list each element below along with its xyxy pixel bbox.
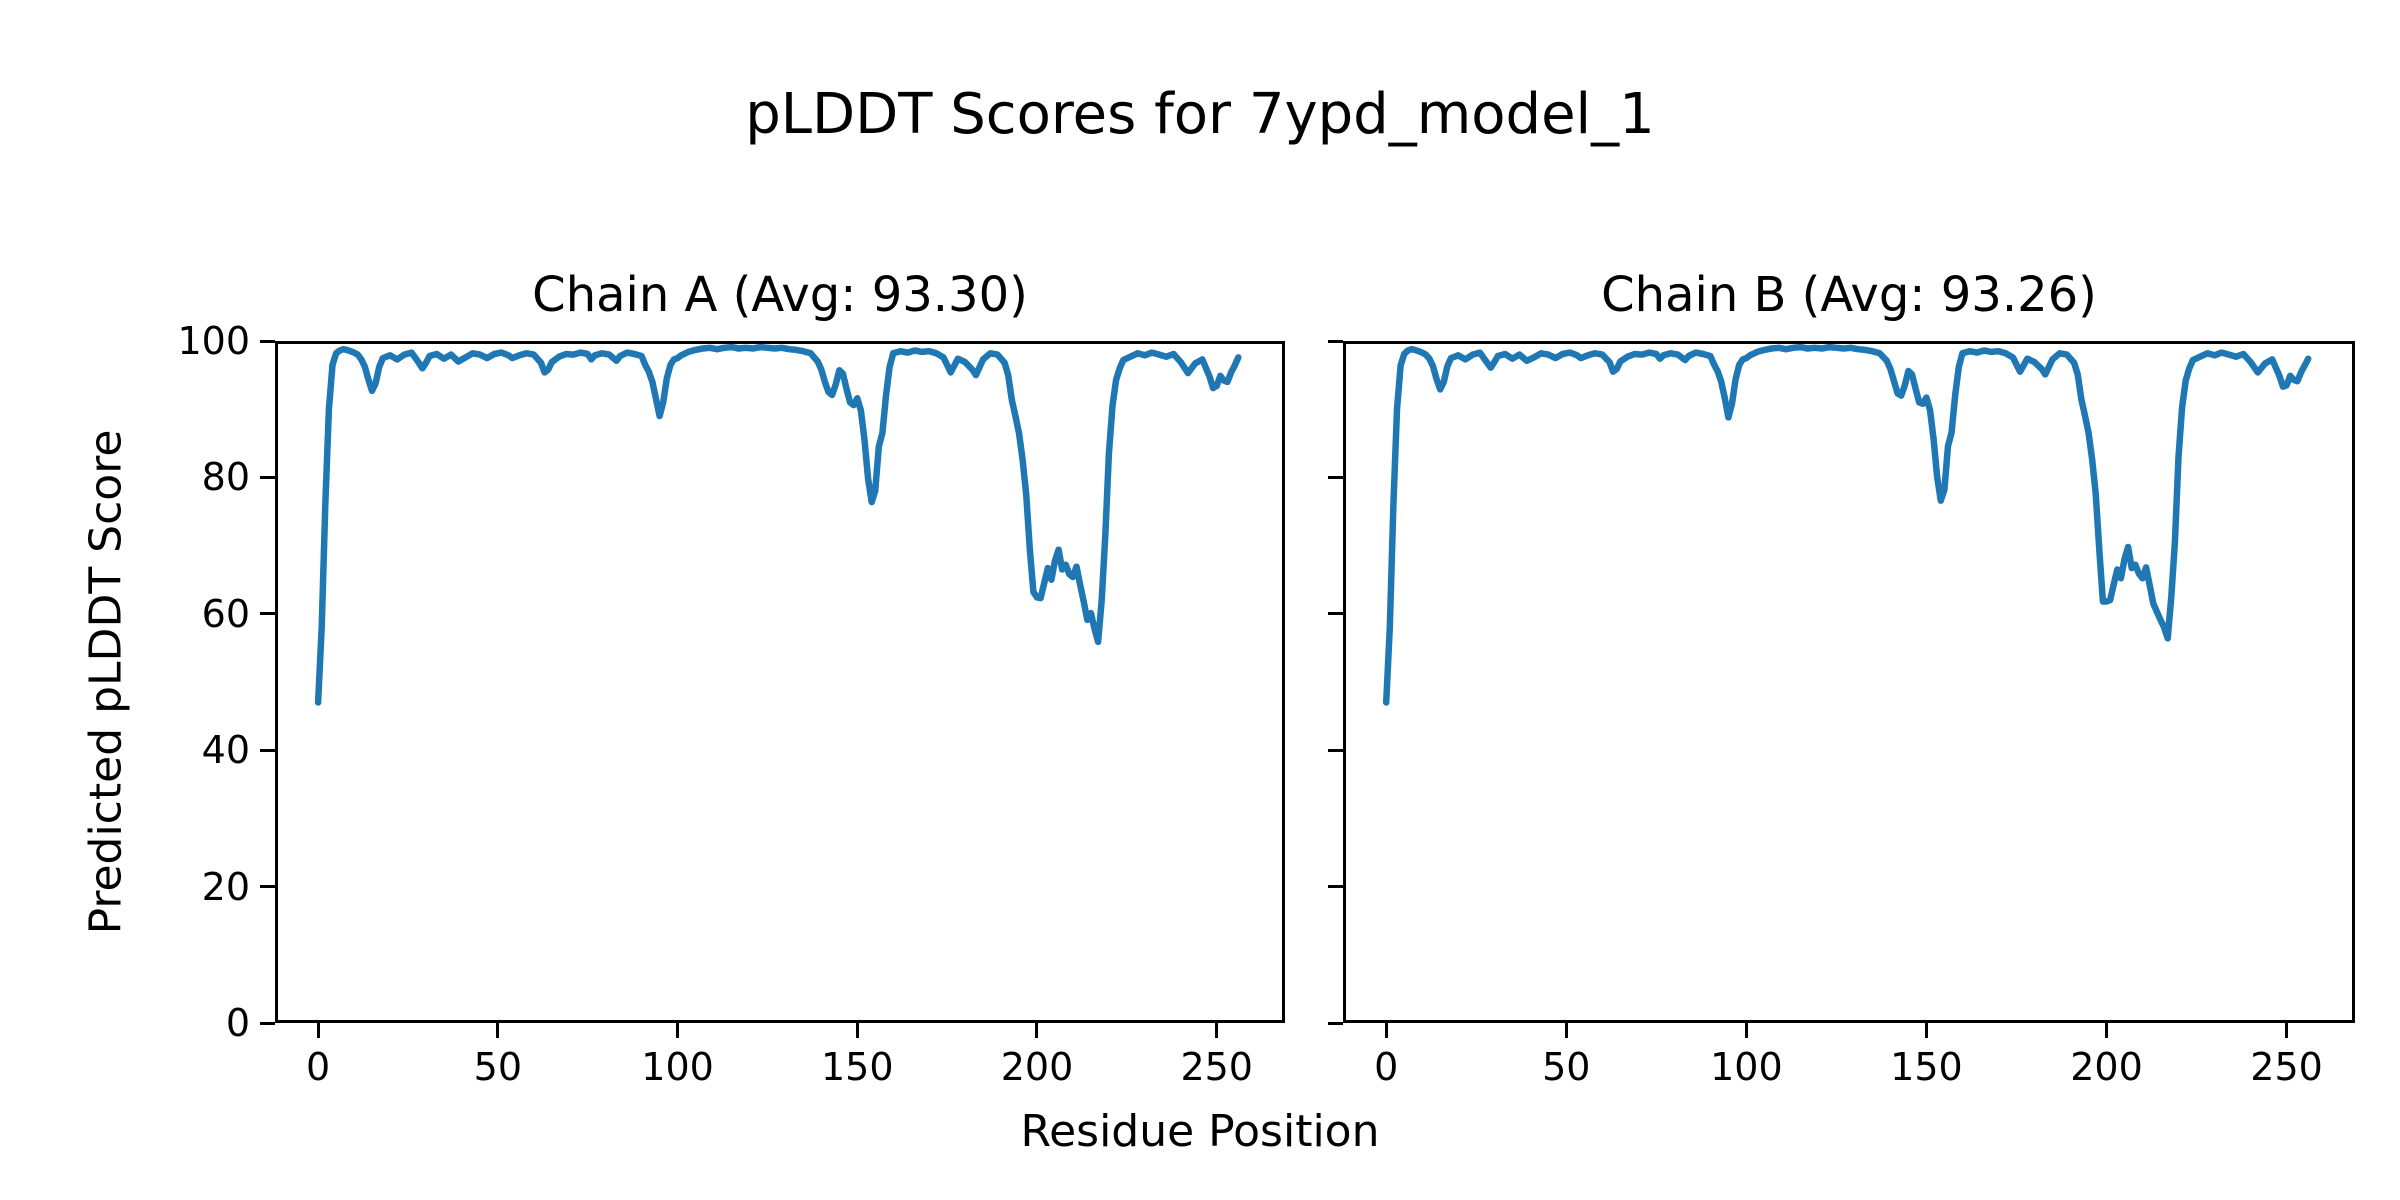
x-tick-label: 200 (2070, 1045, 2143, 1089)
y-tick-label: 100 (177, 319, 250, 363)
y-tick-label: 40 (201, 728, 250, 773)
x-tick-mark (2285, 1023, 2289, 1038)
x-tick-label: 250 (2250, 1045, 2323, 1089)
plddt-line-chain-a (314, 343, 1242, 706)
x-tick-mark (1564, 1023, 1568, 1038)
y-tick-mark (260, 885, 275, 889)
x-tick-label: 150 (1890, 1045, 1963, 1089)
chain-a-plot-area (275, 341, 1285, 1023)
x-tick-mark (1744, 1023, 1748, 1038)
y-tick-mark (260, 475, 275, 479)
figure-title: pLDDT Scores for 7ypd_model_1 (745, 82, 1655, 147)
y-tick-mark (1328, 1021, 1343, 1025)
y-tick-mark (260, 748, 275, 752)
x-tick-label: 0 (306, 1045, 331, 1089)
x-tick-mark (496, 1023, 500, 1038)
y-tick-mark (260, 612, 275, 616)
x-tick-mark (855, 1023, 859, 1038)
y-tick-label: 60 (201, 591, 250, 636)
chain-b-chart-svg (1343, 341, 2355, 1023)
x-tick-label: 100 (1710, 1045, 1783, 1089)
x-tick-label: 250 (1180, 1045, 1253, 1089)
x-tick-label: 50 (473, 1045, 523, 1089)
y-tick-label: 80 (201, 455, 250, 500)
x-tick-mark (1035, 1023, 1039, 1038)
x-axis-label: Residue Position (1020, 1106, 1380, 1157)
x-tick-mark (1215, 1023, 1219, 1038)
y-tick-mark (1328, 885, 1343, 889)
y-tick-mark (260, 1021, 275, 1025)
x-tick-label: 0 (1374, 1045, 1399, 1089)
chain-a-chart-svg (275, 341, 1285, 1023)
x-tick-label: 50 (1542, 1045, 1591, 1089)
x-tick-mark (676, 1023, 680, 1038)
x-tick-label: 150 (821, 1045, 894, 1089)
x-tick-mark (1924, 1023, 1928, 1038)
x-tick-mark (316, 1023, 320, 1038)
y-tick-label: 0 (225, 1001, 250, 1045)
plddt-line-chain-b (1382, 343, 2312, 706)
y-tick-mark (1328, 748, 1343, 752)
chain-a-title: Chain A (Avg: 93.30) (532, 267, 1028, 323)
axes-spines (275, 341, 1285, 1023)
y-tick-mark (1328, 339, 1343, 343)
x-tick-mark (1384, 1023, 1388, 1038)
axes-spines (1343, 341, 2355, 1023)
x-tick-label: 200 (1000, 1045, 1074, 1089)
y-tick-mark (260, 339, 275, 343)
y-tick-mark (1328, 612, 1343, 616)
y-tick-label: 20 (201, 864, 250, 909)
x-tick-mark (2105, 1023, 2108, 1038)
x-tick-label: 100 (641, 1045, 714, 1089)
y-tick-mark (1328, 475, 1343, 479)
y-axis-label: Predicted pLDDT Score (80, 429, 132, 935)
chain-b-title: Chain B (Avg: 93.26) (1601, 267, 2097, 323)
chain-b-plot-area (1343, 341, 2355, 1023)
